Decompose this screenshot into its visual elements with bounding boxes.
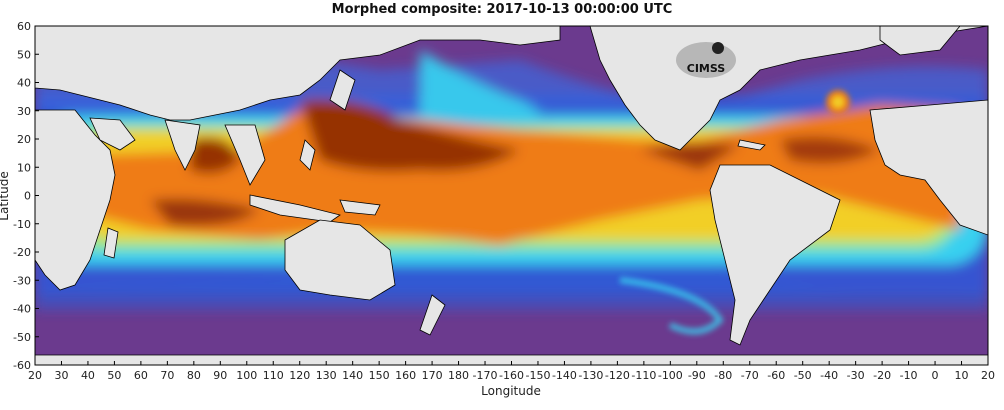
y-tick-label: -10 bbox=[13, 218, 31, 231]
x-tick-label: -80 bbox=[714, 369, 732, 382]
x-tick-label: 170 bbox=[422, 369, 443, 382]
y-axis-label: Latitude bbox=[0, 171, 11, 220]
x-tick-label: -30 bbox=[847, 369, 865, 382]
y-tick-label: 0 bbox=[24, 190, 31, 203]
y-tick-label: -60 bbox=[13, 359, 31, 372]
x-tick-label: 140 bbox=[342, 369, 363, 382]
map-field bbox=[35, 26, 988, 365]
y-tick-label: 40 bbox=[17, 77, 31, 90]
x-tick-label: 110 bbox=[263, 369, 284, 382]
y-tick-label: -50 bbox=[13, 331, 31, 344]
x-tick-label: 180 bbox=[448, 369, 469, 382]
y-tick-label: 50 bbox=[17, 48, 31, 61]
x-tick-label: 20 bbox=[28, 369, 42, 382]
x-tick-label: -70 bbox=[741, 369, 759, 382]
x-tick-label: -130 bbox=[578, 369, 603, 382]
svg-text:CIMSS: CIMSS bbox=[687, 62, 726, 75]
x-axis-label: Longitude bbox=[481, 384, 541, 398]
x-tick-label: 90 bbox=[213, 369, 227, 382]
y-tick-label: 20 bbox=[17, 133, 31, 146]
x-tick-label: -120 bbox=[605, 369, 630, 382]
x-tick-label: 10 bbox=[955, 369, 969, 382]
x-tick-label: -10 bbox=[900, 369, 918, 382]
y-tick-label: -40 bbox=[13, 303, 31, 316]
x-tick-label: 60 bbox=[134, 369, 148, 382]
x-tick-label: 40 bbox=[81, 369, 95, 382]
x-tick-label: 50 bbox=[107, 369, 121, 382]
x-tick-label: 150 bbox=[369, 369, 390, 382]
y-tick-label: 10 bbox=[17, 161, 31, 174]
x-tick-label: -40 bbox=[820, 369, 838, 382]
x-tick-label: 160 bbox=[395, 369, 416, 382]
storm-swirl bbox=[826, 90, 850, 114]
x-tick-label: -50 bbox=[794, 369, 812, 382]
x-tick-label: 70 bbox=[160, 369, 174, 382]
y-tick-label: 60 bbox=[17, 20, 31, 33]
x-tick-label: -90 bbox=[688, 369, 706, 382]
landmasses bbox=[35, 26, 988, 365]
y-tick-label: -20 bbox=[13, 246, 31, 259]
x-tick-label: -150 bbox=[525, 369, 550, 382]
y-axis-ticks: 60 50 40 30 20 10 0 -10 -20 -30 -40 -50 -60 bbox=[13, 20, 39, 372]
y-tick-label: -30 bbox=[13, 274, 31, 287]
x-tick-label: -170 bbox=[473, 369, 498, 382]
x-tick-label: 130 bbox=[316, 369, 337, 382]
cimss-logo: CIMSS bbox=[676, 42, 736, 78]
x-tick-label: -100 bbox=[658, 369, 683, 382]
x-tick-label: -140 bbox=[552, 369, 577, 382]
x-axis-ticks: 20 30 40 50 60 70 80 90 100 110 120 130 140 150 160 170… bbox=[28, 361, 995, 382]
map-title: Morphed composite: 2017-10-13 00:00:00 U… bbox=[331, 2, 673, 17]
y-tick-label: 30 bbox=[17, 105, 31, 118]
x-tick-label: -20 bbox=[873, 369, 891, 382]
x-tick-label: 80 bbox=[187, 369, 201, 382]
x-tick-label: 30 bbox=[54, 369, 68, 382]
x-tick-label: 120 bbox=[289, 369, 310, 382]
x-tick-label: 20 bbox=[981, 369, 995, 382]
x-tick-label: 0 bbox=[932, 369, 939, 382]
x-tick-label: -60 bbox=[767, 369, 785, 382]
x-tick-label: 100 bbox=[236, 369, 257, 382]
x-tick-label: -110 bbox=[631, 369, 656, 382]
x-tick-label: -160 bbox=[499, 369, 524, 382]
